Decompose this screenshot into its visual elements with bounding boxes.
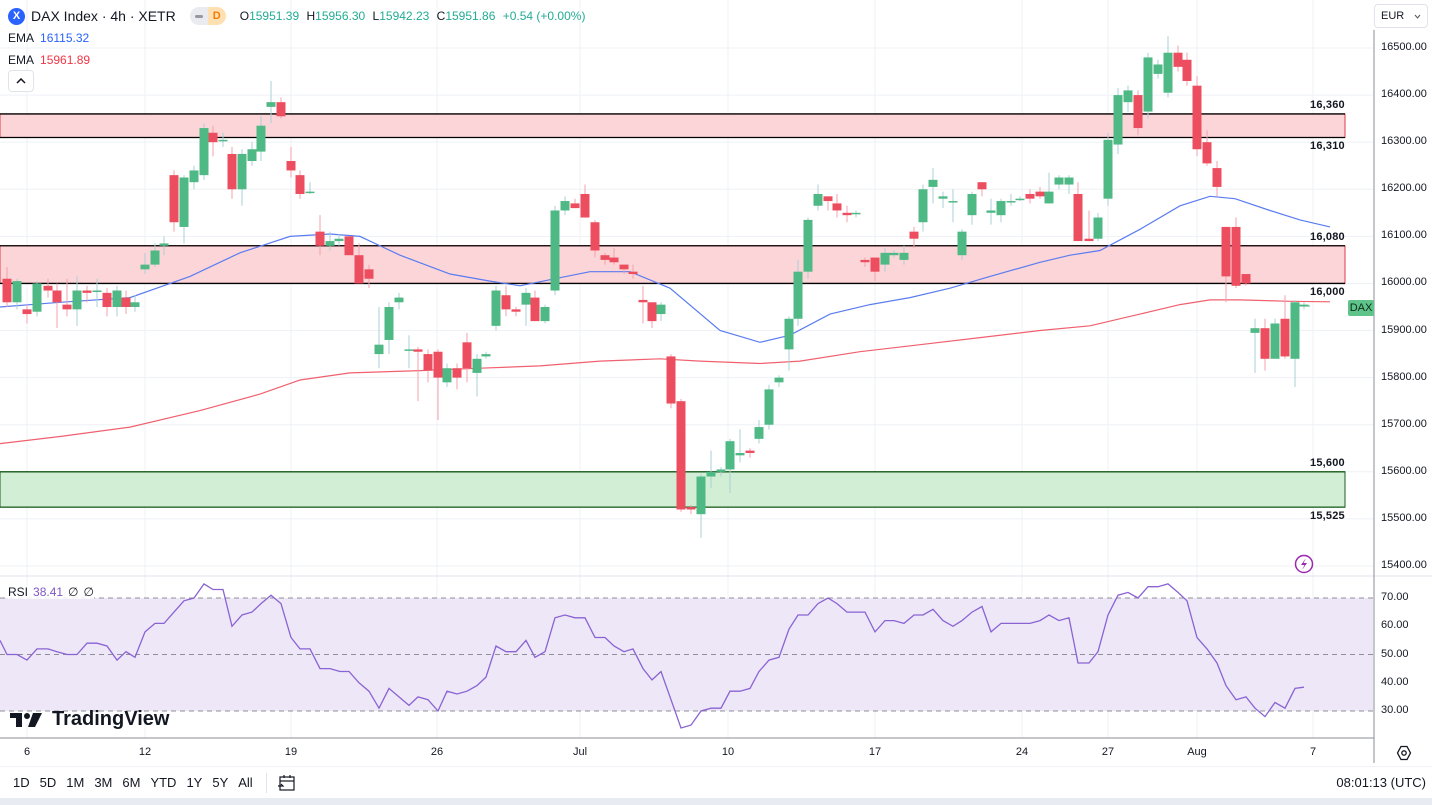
- rsi-axis-label: 70.00: [1381, 591, 1409, 603]
- time-axis-label: 17: [868, 746, 882, 758]
- open-value: 15951.39: [249, 9, 300, 23]
- change-value: +0.54 (+0.00%): [502, 9, 586, 23]
- zone-level-label: 16,310: [1310, 140, 1345, 153]
- candles: [2, 36, 1309, 538]
- footer-strip: [0, 798, 1432, 805]
- range-button-6m[interactable]: 6M: [122, 775, 141, 790]
- time-axis-label: 27: [1101, 746, 1115, 758]
- price-axis-label: 16000.00: [1381, 276, 1427, 289]
- rsi-axis-label: 60.00: [1381, 619, 1409, 632]
- rsi-line: [0, 583, 1305, 729]
- price-axis-label: 15900.00: [1381, 323, 1427, 336]
- utc-clock[interactable]: 08:01:13 (UTC): [1336, 775, 1426, 790]
- rsi-na-value: ∅: [68, 585, 79, 599]
- time-axis-label: 19: [284, 746, 298, 758]
- market-status-badge: D: [207, 7, 226, 25]
- low-value: 15942.23: [379, 9, 430, 23]
- time-axis-label: Aug: [1187, 746, 1207, 758]
- bottom-toolbar: 1D 5D 1M 3M 6M YTD 1Y 5Y All 08:01:13 (UTC): [0, 766, 1432, 798]
- high-value: 15956.30: [315, 9, 366, 23]
- tradingview-logo-icon: [10, 712, 42, 727]
- rsi-legend[interactable]: RSI 38.41 ∅ ∅: [8, 585, 94, 599]
- currency-label: EUR: [1381, 10, 1405, 22]
- range-button-1m[interactable]: 1M: [66, 775, 85, 790]
- price-axis-label: 15800.00: [1381, 370, 1427, 383]
- range-button-ytd[interactable]: YTD: [150, 775, 177, 790]
- settings-icon[interactable]: [1396, 745, 1412, 761]
- range-button-1y[interactable]: 1Y: [186, 775, 203, 790]
- ema-slow-legend[interactable]: EMA 15961.89: [8, 53, 90, 67]
- rsi-value: 38.41: [33, 585, 64, 599]
- time-axis-label: 10: [721, 746, 735, 758]
- zone-level-label: 16,360: [1310, 98, 1345, 111]
- rsi-axis-label: 40.00: [1381, 675, 1409, 688]
- currency-selector[interactable]: EUR: [1374, 4, 1428, 28]
- time-axis-label: 7: [1309, 746, 1317, 758]
- range-button-1d[interactable]: 1D: [13, 775, 30, 790]
- ema-fast-legend[interactable]: EMA 16115.32: [8, 31, 89, 45]
- symbol-logo-icon: X: [8, 7, 25, 25]
- support-zone[interactable]: [0, 471, 1346, 508]
- zone-level-label: 16,080: [1310, 230, 1345, 243]
- goto-date-icon[interactable]: [277, 773, 297, 793]
- price-axis-label: 16100.00: [1381, 229, 1427, 242]
- rsi-na-value: ∅: [83, 585, 94, 599]
- ema-slow-line: [0, 299, 1331, 445]
- market-status-pill[interactable]: D: [189, 7, 226, 25]
- resistance-zone-mid[interactable]: [0, 245, 1346, 285]
- range-button-3m[interactable]: 3M: [94, 775, 113, 790]
- ema-fast-line: [0, 195, 1331, 343]
- symbol-title[interactable]: DAX Index · 4h · XETR: [31, 8, 176, 24]
- range-button-5y[interactable]: 5Y: [212, 775, 229, 790]
- rsi-axis-label: 50.00: [1381, 647, 1409, 660]
- range-button-all[interactable]: All: [238, 775, 253, 790]
- zone-level-label: 16,000: [1310, 286, 1345, 299]
- price-axis-label: 15500.00: [1381, 511, 1427, 524]
- date-range-buttons: 1D 5D 1M 3M 6M YTD 1Y 5Y All: [8, 775, 258, 790]
- ohlc-values: O15951.39 H15956.30 L15942.23 C15951.86 …: [239, 9, 586, 23]
- ema-fast-value: 16115.32: [40, 31, 90, 45]
- time-axis-label: 26: [430, 746, 444, 758]
- chevron-up-icon: [16, 78, 26, 84]
- time-axis-label: 6: [23, 746, 31, 758]
- price-axis-label: 16200.00: [1381, 182, 1427, 195]
- symbol-legend: X DAX Index · 4h · XETR D O15951.39 H159…: [8, 7, 585, 25]
- rsi-axis-label: 30.00: [1381, 704, 1409, 716]
- price-axis-label: 16300.00: [1381, 135, 1427, 148]
- time-axis-label: Jul: [572, 746, 588, 758]
- price-axis-label: 15700.00: [1381, 417, 1427, 430]
- watermark-label: TradingView: [52, 708, 170, 730]
- ema-slow-label: EMA: [8, 53, 35, 67]
- rsi-label: RSI: [8, 585, 29, 599]
- price-axis-label: 15400.00: [1381, 558, 1427, 571]
- chevron-down-icon: [1414, 14, 1421, 19]
- minus-icon: [189, 7, 208, 25]
- zone-level-label: 15,525: [1310, 510, 1345, 523]
- tradingview-watermark: TradingView: [10, 708, 169, 731]
- ema-fast-label: EMA: [8, 31, 35, 45]
- price-axis-label: 16400.00: [1381, 88, 1427, 101]
- close-value: 15951.86: [445, 9, 496, 23]
- time-axis-label: 12: [138, 746, 152, 758]
- price-axis-label: 16500.00: [1381, 41, 1427, 53]
- price-axis-label: 15600.00: [1381, 464, 1427, 477]
- range-button-5d[interactable]: 5D: [39, 775, 57, 790]
- alert-lightning-icon[interactable]: [1294, 554, 1314, 574]
- time-axis-label: 24: [1015, 746, 1029, 758]
- collapse-legend-button[interactable]: [8, 70, 34, 92]
- ema-slow-value: 15961.89: [40, 53, 91, 67]
- divider: [265, 772, 267, 793]
- price-tag: DAX: [1348, 300, 1374, 316]
- zone-level-label: 15,600: [1310, 456, 1345, 469]
